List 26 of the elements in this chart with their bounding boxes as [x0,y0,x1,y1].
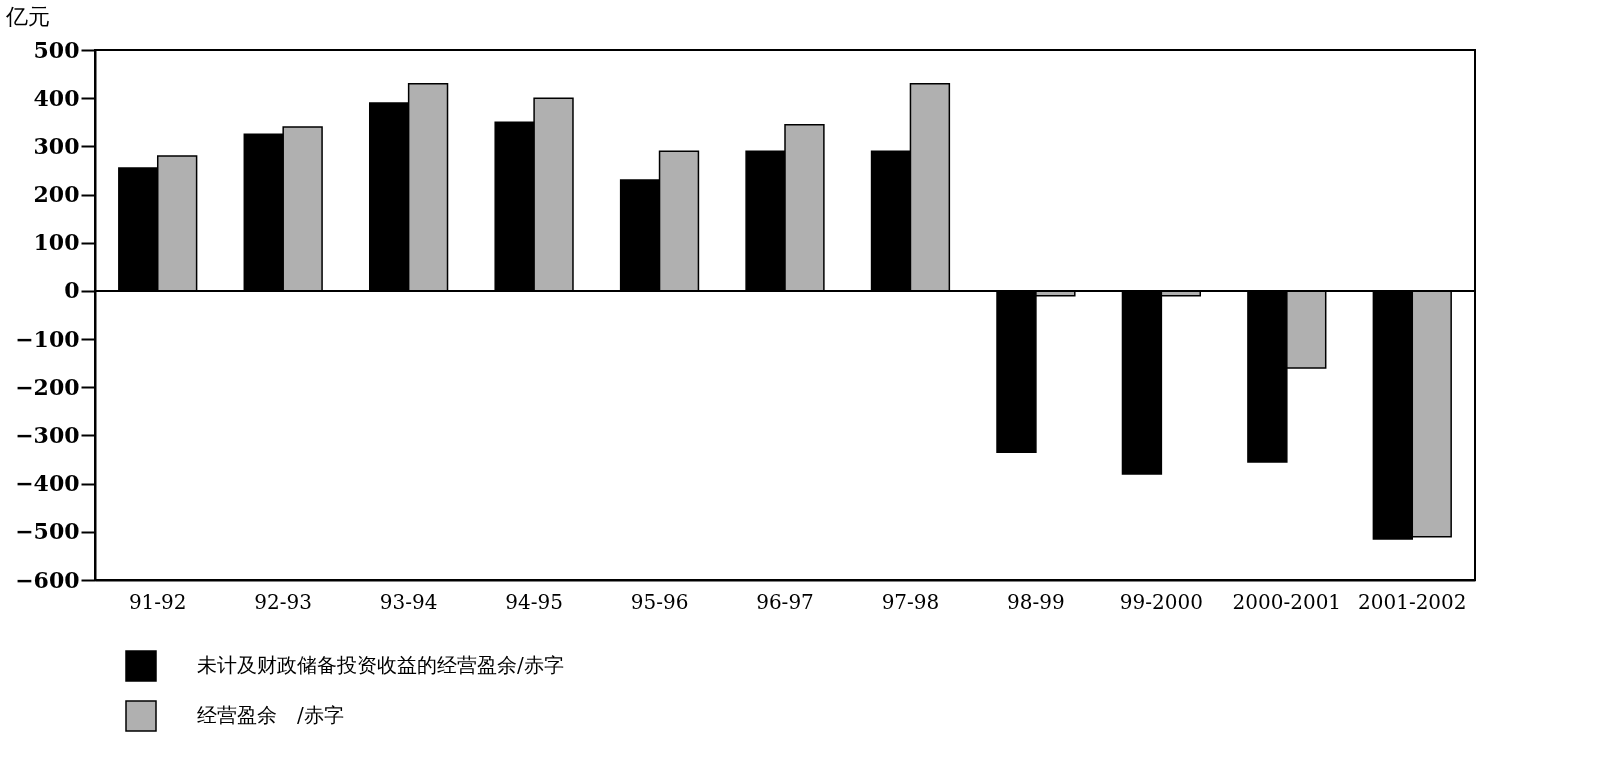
y-tick-label: 200 [33,181,80,208]
x-tick-label: 93-94 [379,589,438,614]
x-tick-label: 95-96 [630,589,689,614]
x-tick-label: 2001-2002 [1357,589,1467,614]
x-tick-label: 96-97 [756,589,814,614]
y-axis-title: 亿元 [4,3,50,29]
y-tick-label: 100 [33,229,80,256]
y-tick-label: −600 [15,566,80,593]
x-tick-label: 92-93 [254,589,313,614]
y-tick-label: 400 [33,84,80,111]
y-tick-label: −200 [15,373,80,400]
y-tick-label: −500 [15,518,80,545]
x-tick-label: 91-92 [128,589,187,614]
x-tick-label: 98-99 [1007,589,1065,614]
x-tick-label: 94-95 [505,589,563,614]
y-tick-label: 500 [33,36,80,63]
x-tick-label: 99-2000 [1119,589,1203,614]
y-tick-label: −300 [15,421,80,448]
y-tick-label: 300 [33,132,80,159]
x-tick-label: 2000-2001 [1232,589,1342,614]
y-tick-label: 0 [64,277,80,304]
y-tick-label: −100 [15,325,80,352]
y-tick-label: −400 [15,470,80,497]
x-tick-label: 97-98 [881,589,940,614]
legend-label: 未计及财政储备投资收益的经营盈余/赤字 [197,653,564,677]
legend-label: 经营盈余 /赤字 [197,703,344,727]
